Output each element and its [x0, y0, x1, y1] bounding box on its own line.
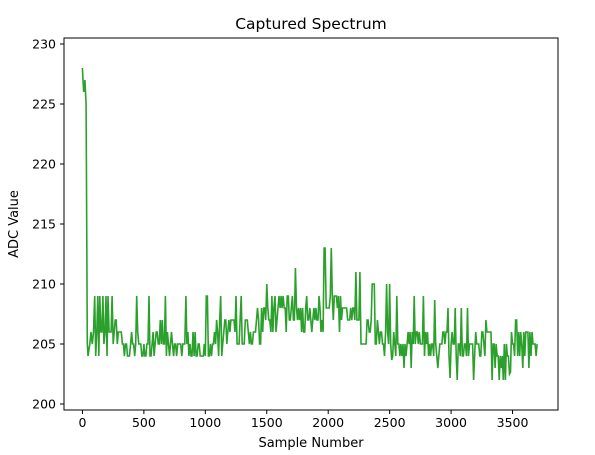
y-tick-label: 220: [32, 157, 56, 172]
x-axis: 0 500 1000 1500 2000 2500 3000 3500: [78, 410, 528, 430]
x-tick-label: 0: [78, 415, 86, 430]
x-tick-label: 500: [132, 415, 156, 430]
y-tick-label: 200: [32, 397, 56, 412]
y-tick-label: 210: [32, 277, 56, 292]
x-tick-label: 2500: [374, 415, 406, 430]
x-axis-label: Sample Number: [258, 436, 364, 451]
x-tick-label: 2000: [312, 415, 344, 430]
series-line: [81, 67, 538, 381]
y-tick-label: 205: [32, 337, 56, 352]
chart-title: Captured Spectrum: [235, 15, 387, 33]
x-tick-label: 3500: [497, 415, 529, 430]
y-tick-label: 215: [32, 217, 56, 232]
y-tick-label: 225: [32, 97, 56, 112]
x-tick-label: 1500: [251, 415, 283, 430]
y-axis: 200 205 210 215 220 225 230: [32, 37, 64, 412]
x-tick-label: 1000: [189, 415, 221, 430]
y-axis-label: ADC Value: [7, 190, 22, 258]
x-tick-label: 3000: [435, 415, 467, 430]
y-tick-label: 230: [32, 37, 56, 52]
